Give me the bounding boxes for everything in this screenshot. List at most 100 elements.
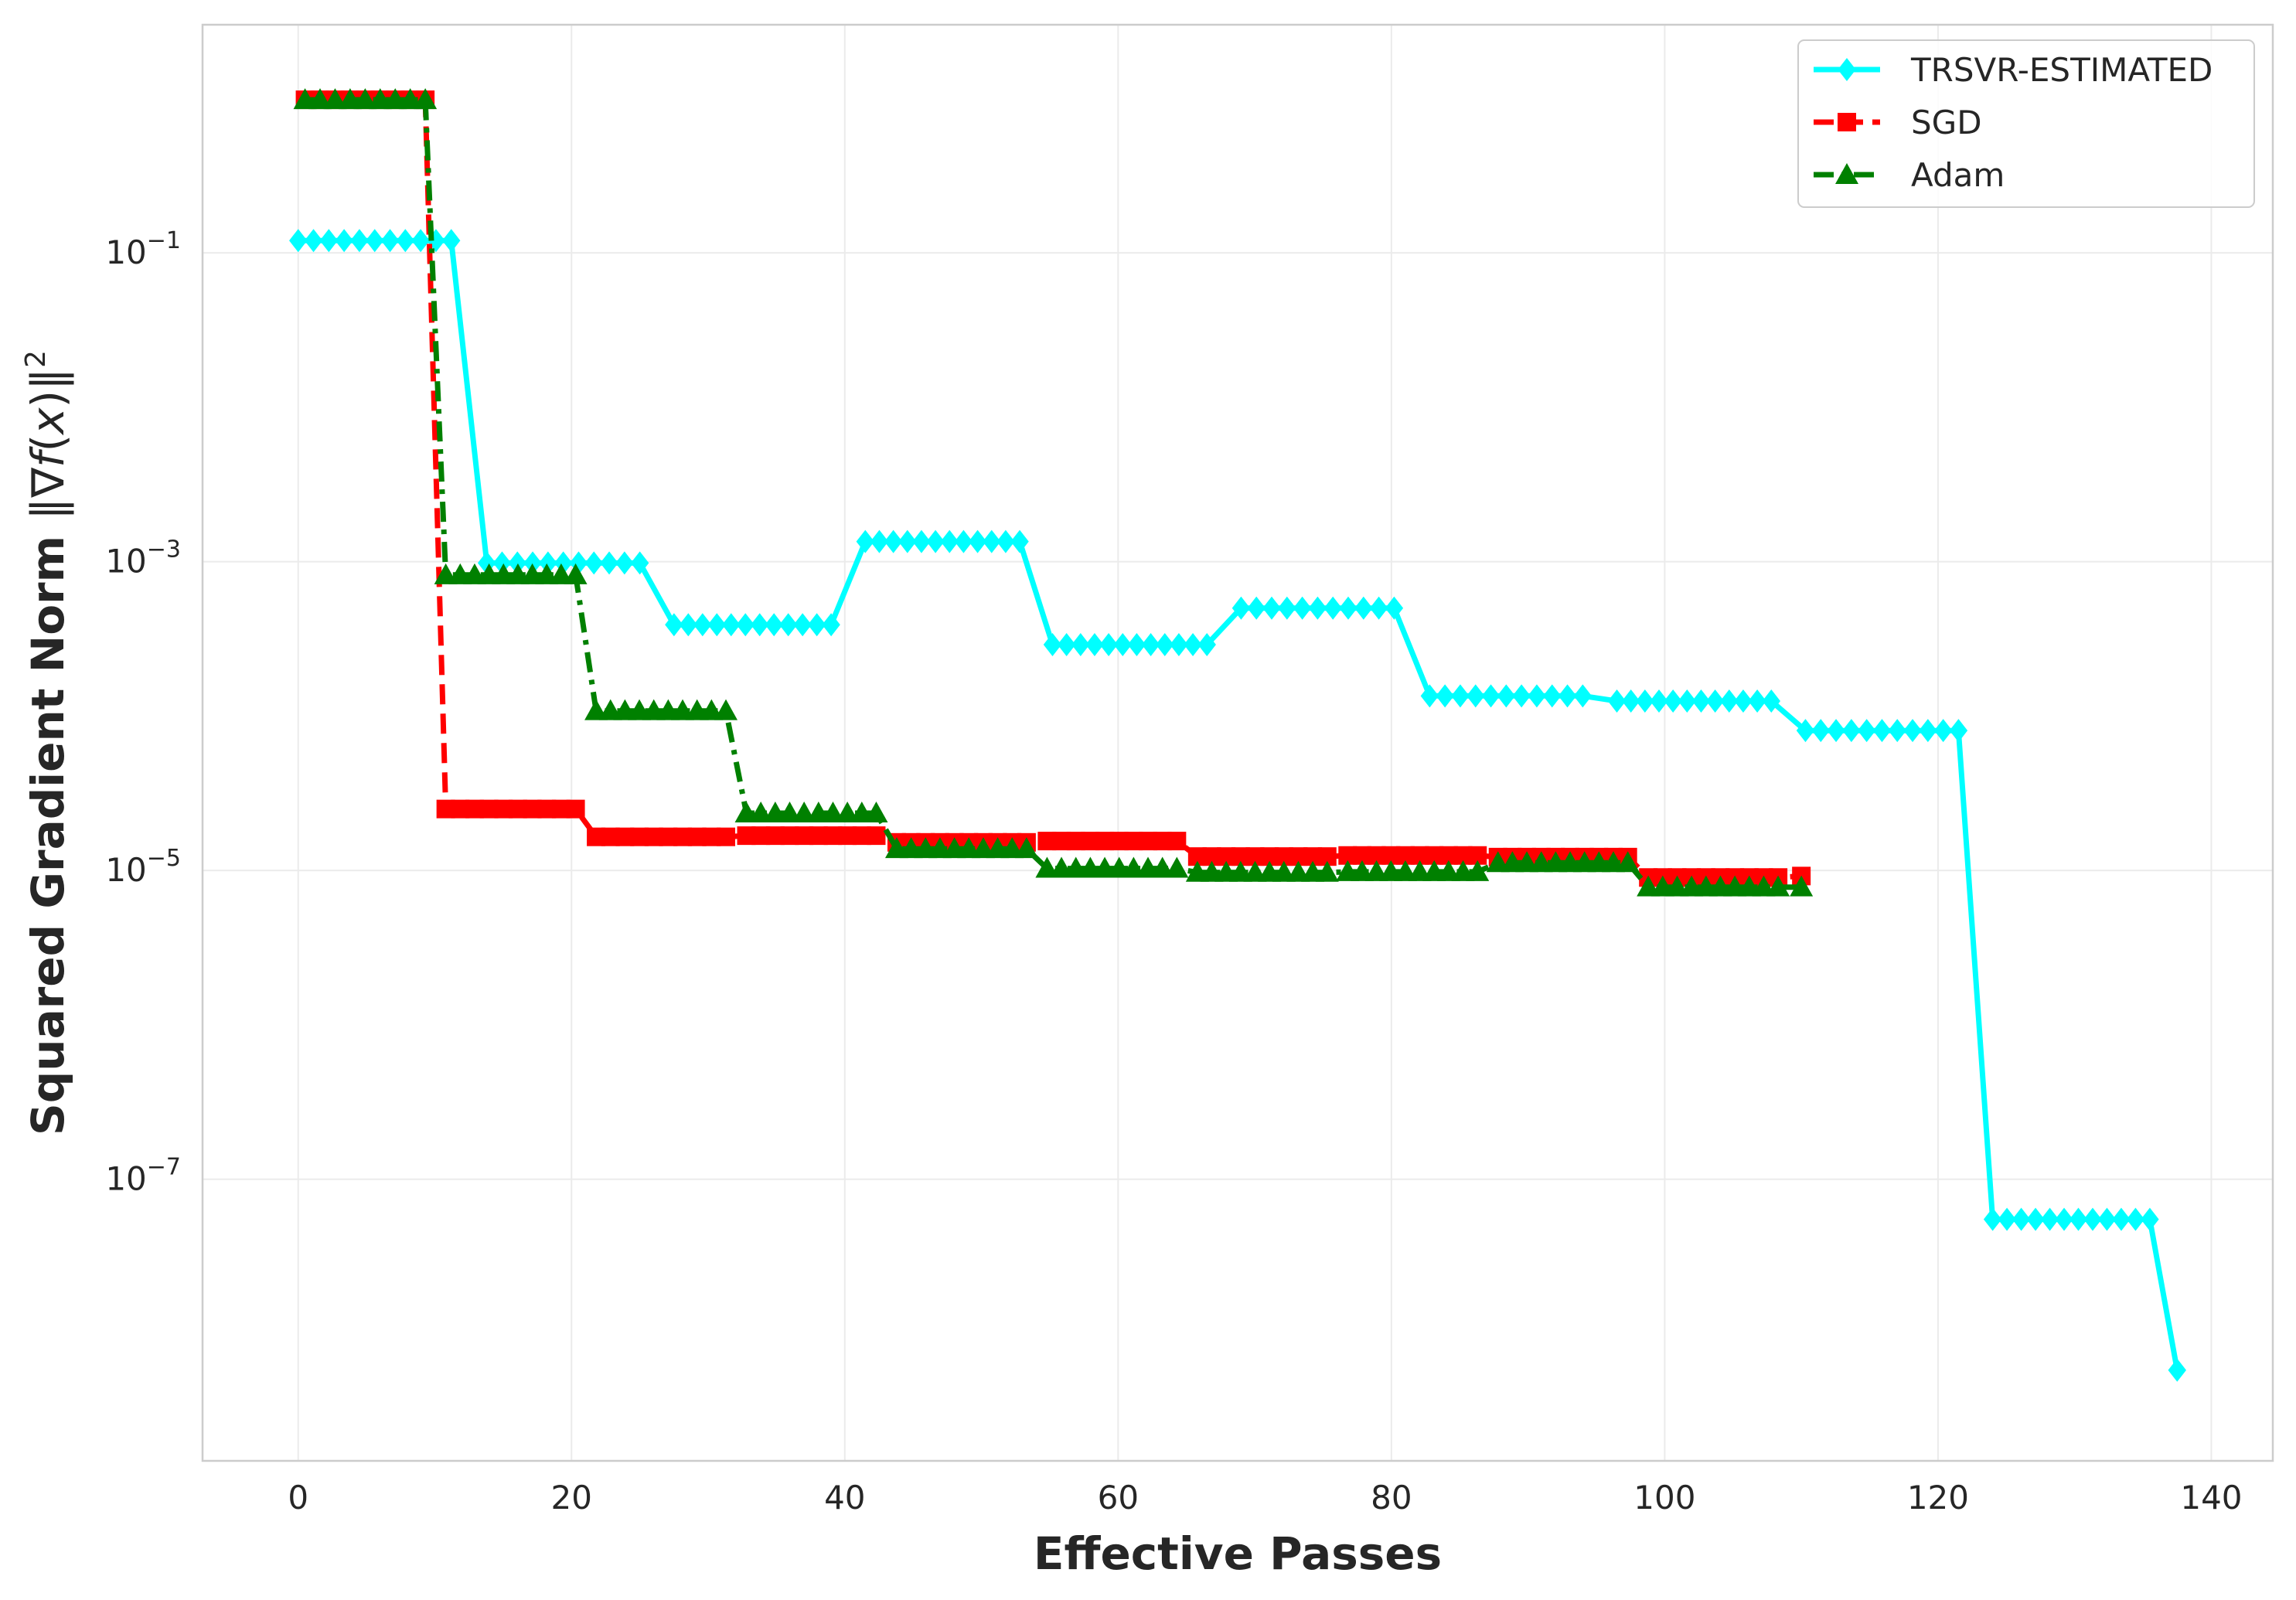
data-point [1467,684,1485,708]
legend-entry-adam: Adam [1814,156,2005,194]
y-axis-ticks: 10−1 10−3 10−5 10−7 [105,227,181,1198]
data-point [996,529,1015,553]
legend-label: SGD [1911,104,1982,141]
series-layer [289,88,2186,1382]
data-point [1762,689,1780,713]
data-point [1436,684,1454,708]
data-point [1678,689,1697,713]
data-point [1420,684,1439,708]
data-point [1141,632,1160,656]
data-point [1231,596,1251,620]
data-point [1543,684,1562,708]
data-point [1466,860,1490,881]
x-tick-label: 0 [288,1479,308,1517]
data-point [1339,596,1358,620]
data-point [707,613,726,637]
data-point [1558,684,1577,708]
data-point [1748,689,1766,713]
data-point [1010,529,1029,553]
data-point [1014,837,1038,859]
data-point [293,88,317,110]
data-point [1057,632,1076,656]
data-point [2168,1358,2186,1382]
data-point [1156,632,1174,656]
data-point [323,88,347,110]
data-point [693,613,712,637]
data-point [380,229,400,253]
legend-label: TRSVR-ESTIMATED [1910,51,2213,89]
data-point [1113,632,1132,656]
x-tick-label: 40 [824,1479,865,1517]
data-point [350,229,369,253]
data-point [319,229,339,253]
data-point [308,88,332,110]
data-point [1790,875,1814,897]
data-point [1734,689,1753,713]
x-tick-label: 60 [1098,1479,1139,1517]
data-point [414,88,438,110]
data-point [665,613,683,637]
data-point [398,88,422,110]
data-point [867,826,886,846]
data-point [1308,596,1327,620]
data-point [751,613,769,637]
data-point [1170,632,1188,656]
data-point [1451,684,1470,708]
data-point [1278,596,1296,620]
data-point [1933,719,1953,743]
data-point [584,551,603,575]
data-point [2112,1207,2131,1231]
data-point [600,551,618,575]
y-axis-label: Squared Gradient Norm ‖∇f(x)‖2 [20,350,74,1135]
data-point [411,229,430,253]
plot-frame [201,23,2274,1462]
data-point [807,613,826,637]
data-point [926,529,945,553]
series-trsvr-estimated [289,229,2186,1382]
data-point [304,229,323,253]
y-tick-label: 10−7 [105,1154,181,1198]
x-tick-label: 20 [551,1479,592,1517]
data-point [1766,875,1790,897]
x-tick-label: 80 [1371,1479,1412,1517]
data-point [822,613,840,637]
data-point [1573,684,1593,708]
data-point [1293,596,1312,620]
data-point [717,827,736,846]
data-point [1043,632,1062,656]
y-tick-label: 10−1 [105,227,181,271]
data-point [1857,719,1876,743]
data-point [1872,719,1892,743]
data-point [569,551,588,575]
data-point [1247,596,1266,620]
data-point [566,799,585,819]
data-point [2126,1207,2145,1231]
data-point [2040,1207,2059,1231]
data-point [539,551,557,575]
data-point [1664,689,1682,713]
data-point [1650,689,1668,713]
data-point [1197,632,1216,656]
data-point [1998,1207,2016,1231]
data-point [1983,1207,2002,1231]
legend-marker [1835,163,1858,184]
data-point [884,529,903,553]
data-point [2083,1207,2102,1231]
data-point [1167,832,1187,851]
legend: TRSVR-ESTIMATED SGD Adam [1797,39,2255,208]
data-point [1720,689,1739,713]
data-point [508,551,526,575]
data-point [864,801,888,822]
data-point [1354,596,1373,620]
legend-entry-sgd: SGD [1814,104,1982,141]
data-point [1616,851,1640,873]
data-point [523,551,542,575]
data-point [1512,684,1531,708]
data-point [564,563,588,584]
data-point [736,613,755,637]
data-point [366,229,384,253]
data-point [1607,689,1627,713]
data-point [1903,719,1922,743]
